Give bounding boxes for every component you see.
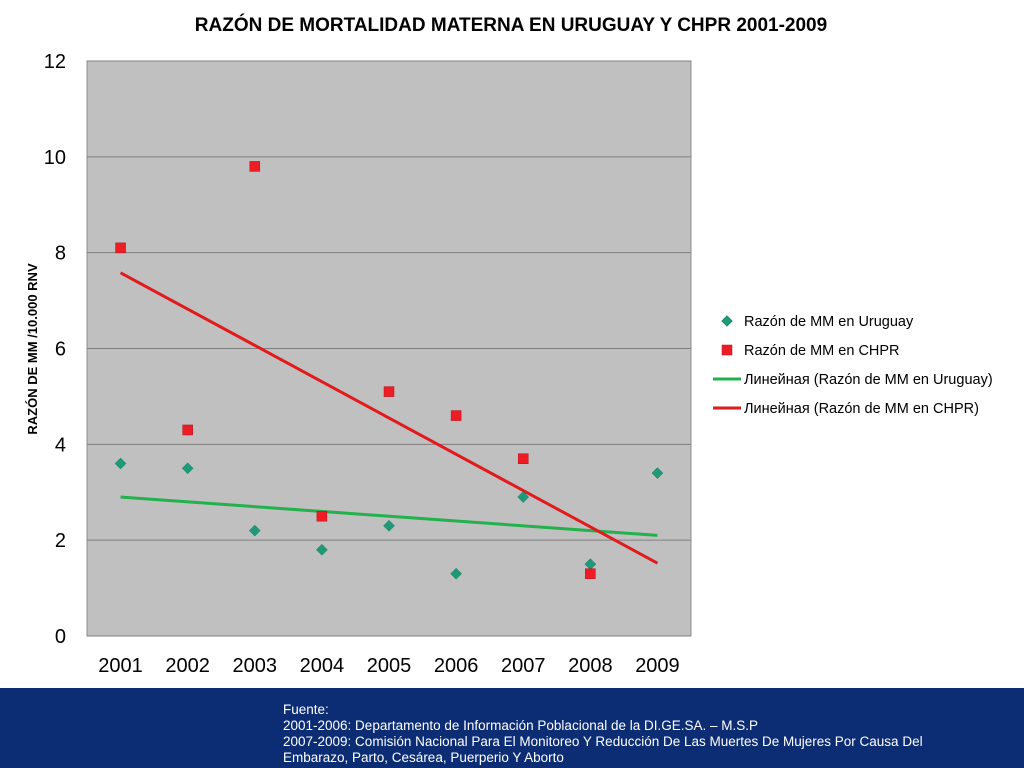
y-tick-label: 12 [44,51,66,73]
chpr-point [316,510,328,522]
chart: RAZÓN DE MORTALIDAD MATERNA EN URUGUAY Y… [25,14,993,677]
y-tick-label: 8 [55,243,66,265]
y-axis: 0 2 4 6 8 10 12 [44,51,66,648]
legend-chpr-label: Razón de MM en CHPR [744,343,900,359]
source-text: Fuente: 2001-2006: Departamento de Infor… [283,702,1003,766]
uruguay-point [181,462,194,475]
x-tick-label: 2006 [434,655,479,677]
x-tick-label: 2004 [300,655,345,677]
trendline-chpr [119,271,659,565]
uruguay-point [517,491,530,503]
legend-chpr-swatch [721,344,733,356]
chpr-point [383,386,395,397]
x-tick-label: 2007 [501,655,546,677]
chpr-point [450,410,462,421]
y-tick-label: 6 [55,339,66,361]
legend-trend-uruguay: Линейная (Razón de MM en Uruguay) [713,372,993,388]
source-heading: Fuente: [283,702,329,717]
y-tick-label: 2 [55,530,66,552]
chpr-point [585,568,596,579]
x-tick-label: 2008 [568,655,613,677]
chpr-point [517,453,529,464]
uruguay-point [114,457,127,470]
legend-trend-chpr-label: Линейная (Razón de MM en CHPR) [744,401,979,417]
trendline-uruguay [120,495,658,537]
legend-chpr: Razón de MM en CHPR [721,343,900,359]
legend-trend-uruguay-label: Линейная (Razón de MM en Uruguay) [744,372,993,388]
source-line-1: 2001-2006: Departamento de Información P… [283,718,759,733]
y-tick-label: 10 [44,147,66,169]
uruguay-point [450,567,462,580]
legend-uruguay: Razón de MM en Uruguay [721,314,914,330]
uruguay-point [316,543,328,556]
x-tick-label: 2009 [635,655,680,677]
source-footer: Fuente: 2001-2006: Departamento de Infor… [0,688,1024,768]
legend-trend-chpr: Линейная (Razón de MM en CHPR) [713,401,979,417]
x-tick-label: 2003 [233,655,278,677]
x-tick-label: 2005 [367,655,412,677]
legend: Razón de MM en Uruguay Razón de MM en CHP… [713,314,993,417]
y-axis-label: RAZÓN DE MM /10.000 RNV [25,263,40,435]
source-line-2: 2007-2009: Comisión Nacional Para El Mon… [283,734,923,749]
legend-uruguay-swatch [721,315,733,327]
chart-title: RAZÓN DE MORTALIDAD MATERNA EN URUGUAY Y… [195,14,827,36]
x-tick-label: 2002 [165,655,210,677]
uruguay-point [383,519,395,532]
source-line-3: Embarazo, Parto, Cesárea, Puerperio Y Ab… [283,750,564,765]
chpr-point [249,161,261,172]
y-tick-label: 0 [55,626,66,648]
x-tick-label: 2001 [98,655,143,677]
uruguay-point [651,467,664,479]
chpr-point [182,424,193,436]
y-tick-label: 4 [55,434,66,456]
plot-area [86,60,692,637]
legend-uruguay-label: Razón de MM en Uruguay [744,314,914,330]
x-axis: 2001 2002 2003 2004 2005 2006 2007 2008 2009 [98,655,679,677]
uruguay-point [248,524,261,537]
chpr-point [115,242,126,254]
